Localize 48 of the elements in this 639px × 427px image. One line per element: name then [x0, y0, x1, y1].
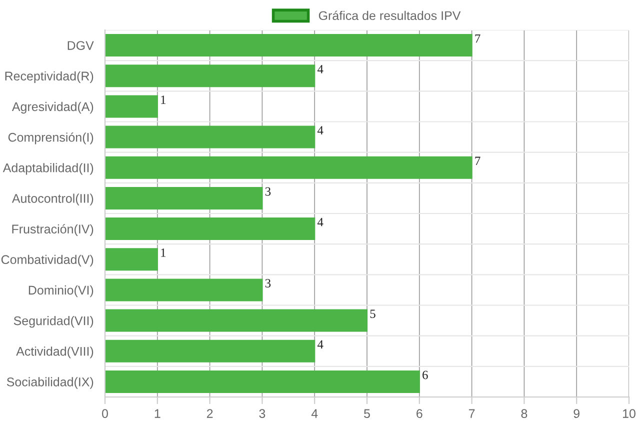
data-label: 3 — [265, 279, 271, 288]
y-tick-label: Agresividad(A) — [12, 102, 94, 114]
y-tick-label: DGV — [68, 41, 94, 50]
y-tick-label: Autocontrol(III) — [12, 194, 94, 206]
x-tick-label: 0 — [102, 409, 108, 418]
bar — [105, 218, 316, 240]
y-tick-label: Sociabilidad(IX) — [6, 377, 94, 389]
bar — [105, 278, 263, 302]
data-label: 1 — [161, 96, 166, 104]
bar — [105, 309, 368, 332]
bar — [105, 126, 316, 148]
data-label: 7 — [475, 34, 480, 43]
y-tick-label: Dominio(VI) — [28, 285, 94, 298]
data-label: 7 — [475, 156, 480, 165]
y-tick-label: Adaptabilidad(II) — [2, 163, 94, 175]
bar — [105, 64, 316, 88]
bar — [105, 340, 316, 362]
x-tick-label: 6 — [416, 409, 422, 418]
data-label: 3 — [265, 187, 271, 196]
x-tick-label: 5 — [364, 409, 370, 418]
data-label: 5 — [370, 310, 376, 318]
data-label: 4 — [317, 65, 324, 74]
bar — [105, 156, 472, 179]
x-tick-label: 1 — [154, 409, 160, 418]
y-tick-label: Actividad(VIII) — [16, 346, 94, 358]
x-tick-label: 9 — [574, 409, 580, 418]
x-tick-label: 4 — [311, 409, 318, 418]
data-label: 4 — [317, 126, 324, 134]
bar — [105, 248, 158, 271]
x-tick-label: 8 — [521, 409, 528, 418]
data-label: 1 — [161, 248, 166, 257]
x-tick-label: 10 — [623, 409, 636, 418]
y-tick-label: Seguridad(VII) — [14, 316, 94, 328]
bar — [105, 370, 420, 393]
data-label: 4 — [317, 340, 324, 348]
y-tick-label: Combatividad(V) — [1, 254, 94, 266]
y-tick-label: Frustración(IV) — [12, 224, 94, 236]
x-tick-label: 2 — [206, 409, 213, 418]
bar — [105, 186, 263, 210]
x-tick-label: 3 — [259, 409, 266, 418]
bar — [105, 95, 158, 118]
y-tick-label: Comprensión(I) — [8, 132, 94, 144]
data-label: 4 — [317, 218, 324, 226]
data-label: 6 — [422, 370, 428, 380]
x-tick-label: 7 — [468, 409, 475, 418]
y-tick-label: Receptividad(R) — [5, 71, 94, 83]
legend-label: Gráfica de resultados IPV — [318, 10, 461, 20]
bar — [105, 34, 472, 57]
